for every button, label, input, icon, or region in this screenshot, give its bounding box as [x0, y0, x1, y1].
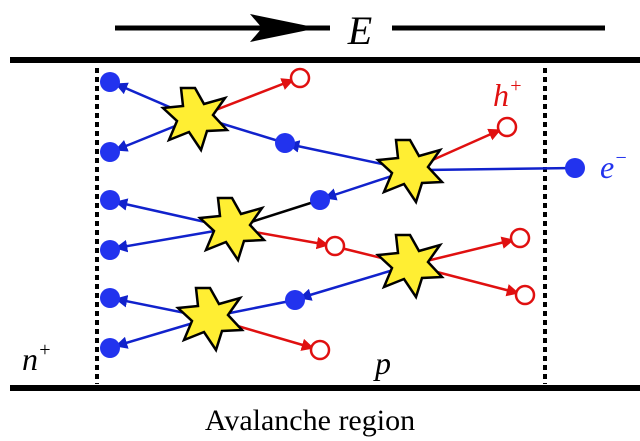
hole-label: h+ — [493, 75, 523, 113]
field-label: E — [347, 8, 372, 53]
avalanche-diagram: E h+ e− n+ p Avalanche region — [0, 0, 640, 441]
impact-stars — [163, 88, 442, 350]
electron-label: e− — [600, 147, 628, 185]
n-region-label: n+ — [22, 339, 52, 377]
p-region-label: p — [373, 345, 391, 381]
caption: Avalanche region — [205, 404, 415, 437]
field-arrow: E — [115, 8, 605, 53]
